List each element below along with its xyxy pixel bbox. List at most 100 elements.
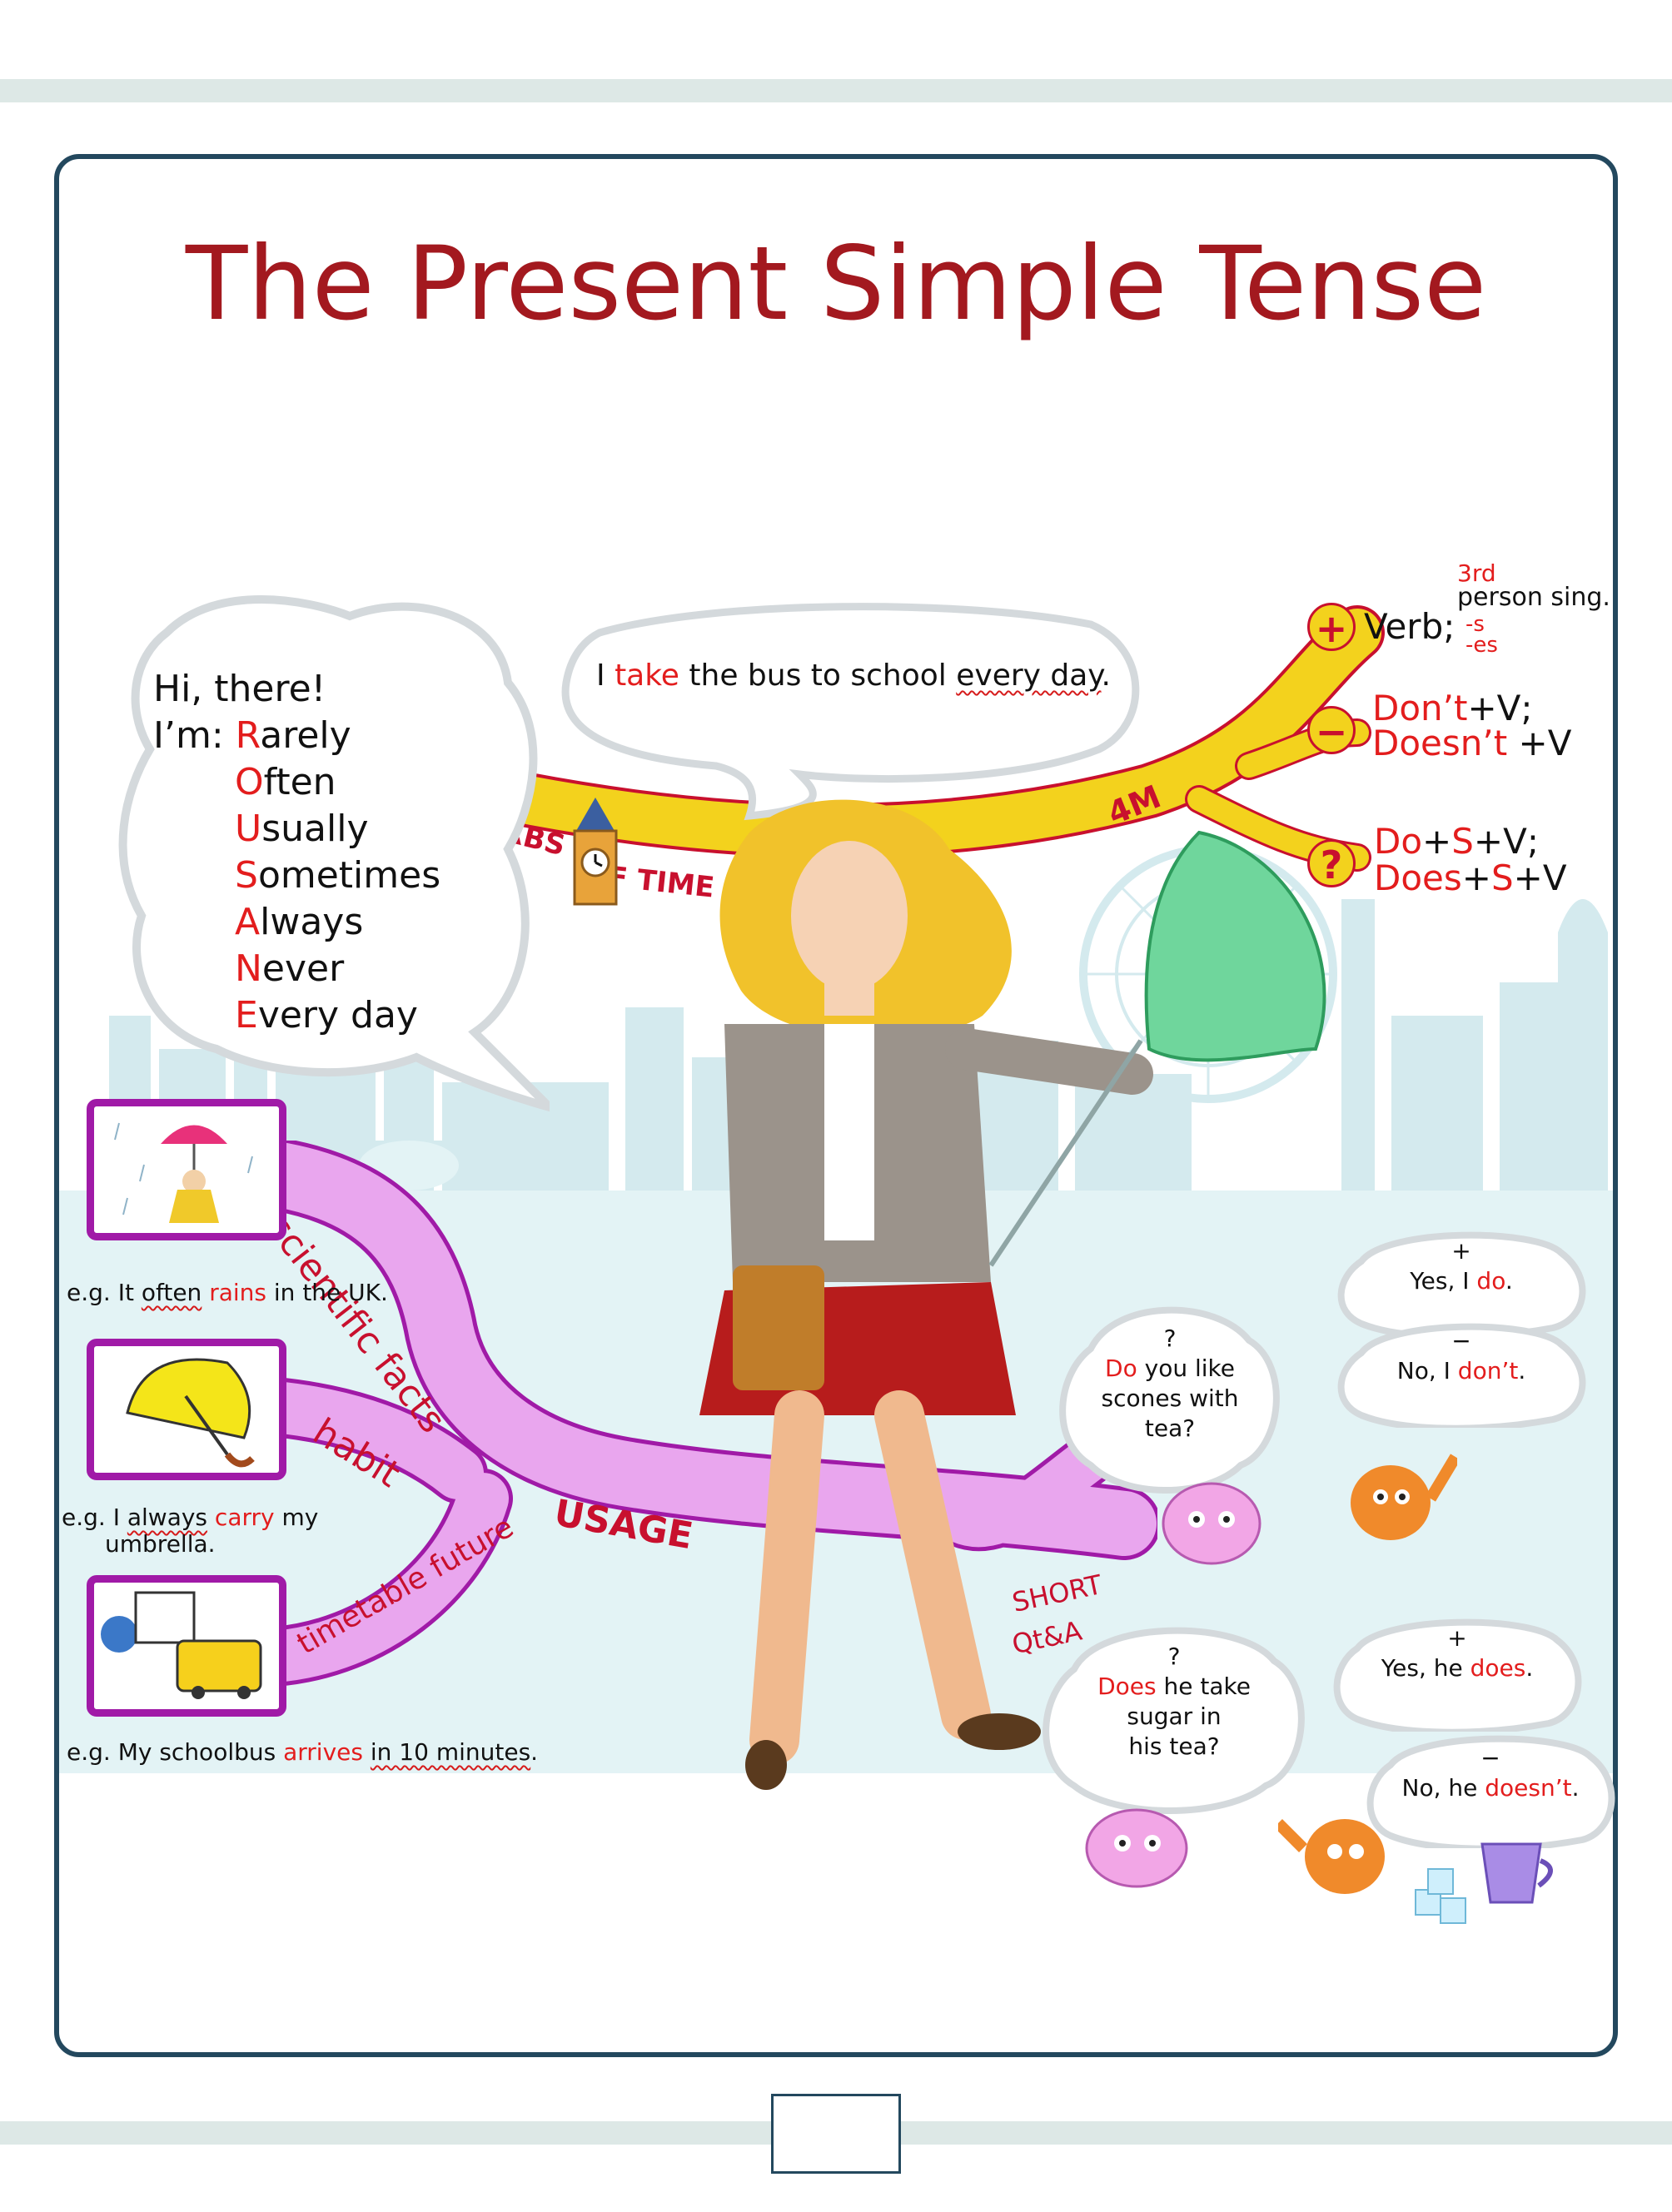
greeting-line2: I’m: Rarely: [153, 713, 440, 759]
negative-rest: +V: [1507, 723, 1572, 763]
answer-text: No, I: [1396, 1357, 1458, 1384]
adverb-always: Always: [153, 899, 440, 946]
clock-tower-icon: [573, 798, 618, 906]
eg-verb: rains: [209, 1279, 266, 1306]
adverb-rest: ften: [263, 761, 336, 803]
q2-line2: sugar in: [1127, 1702, 1222, 1730]
adverb-cap: E: [235, 994, 258, 1036]
q1-line3: tea?: [1144, 1414, 1196, 1442]
plus-icon: +: [1447, 1624, 1467, 1652]
example-habit: e.g. I always carry my: [62, 1504, 318, 1531]
speech-bubble-text: I take the bus to school every day.: [596, 653, 1111, 699]
example-timetable: e.g. My schoolbus arrives in 10 minutes.: [67, 1738, 538, 1766]
q1-line2: scones with: [1101, 1384, 1239, 1412]
answer-text: .: [1518, 1357, 1526, 1384]
purple-cup-icon: [1480, 1842, 1553, 1904]
answer-cloud-no-2: [1366, 1735, 1615, 1848]
a2-pos-line: Yes, he does.: [1332, 1653, 1582, 1683]
q-rest: +V;: [1473, 821, 1539, 862]
adverb-cap: S: [235, 854, 258, 897]
answer-cloud-no-1: [1337, 1323, 1586, 1428]
a2-neg-line: No, he doesn’t.: [1366, 1773, 1615, 1803]
q1-aux: Do: [1105, 1355, 1137, 1382]
eg-adverb: often: [141, 1279, 202, 1306]
adverb-rest: very day: [257, 994, 418, 1036]
eg-adverb: in 10 minutes: [370, 1738, 531, 1766]
speech-text: the bus to school: [679, 659, 957, 693]
answer-aux: does: [1470, 1654, 1526, 1682]
bus-calendar-icon: [101, 1591, 262, 1699]
q-plus: +: [1461, 857, 1491, 898]
question-symbol: ?: [1307, 839, 1356, 887]
orange-teapot-icon: [1351, 1454, 1457, 1540]
question-line1: Do+S+V;: [1374, 821, 1539, 862]
question-1: ? Do you like scones with tea?: [1057, 1324, 1282, 1444]
q-plus: +: [1422, 821, 1452, 862]
question-cloud-1: [1059, 1306, 1280, 1494]
umbrella-girl-icon: [114, 1122, 253, 1223]
answer-text: Yes, he: [1381, 1654, 1470, 1682]
adverb-rest: sually: [261, 808, 369, 850]
question-mark-icon: ?: [1167, 1643, 1181, 1670]
top-band: [0, 79, 1672, 102]
positive-verb: Verb;: [1364, 606, 1456, 647]
pink-teapot-icon-2: [1085, 1808, 1188, 1888]
adverb-cap: A: [235, 901, 261, 943]
negative-rest: +V;: [1467, 688, 1533, 728]
negative-doesnt: Doesn’t: [1372, 723, 1508, 763]
q2-line1: Does he take: [1041, 1672, 1307, 1702]
eg-space: [363, 1738, 371, 1766]
q2-aux: Does: [1097, 1673, 1157, 1700]
negative-symbol: −: [1307, 706, 1356, 754]
adverb-rarely-rest: arely: [260, 714, 351, 757]
answer-cloud-yes-2: [1333, 1618, 1582, 1732]
adverb-rest: ometimes: [257, 854, 441, 897]
eg-adverb: always: [127, 1504, 208, 1531]
umbrella-thumbnail: [87, 1339, 286, 1480]
page-title: The Present Simple Tense: [185, 225, 1487, 343]
speech-verb: take: [615, 659, 679, 693]
pink-teapot-icon: [1162, 1482, 1261, 1565]
question-cloud-2: [1043, 1627, 1305, 1814]
negative-dont: Don’t: [1372, 688, 1468, 728]
question-mark-icon: ?: [1163, 1325, 1177, 1352]
answer-no-2: − No, he doesn’t.: [1366, 1743, 1615, 1803]
question-line2: Does+S+V: [1374, 857, 1567, 899]
adverb-often: Often: [153, 759, 440, 806]
eg-space: [207, 1504, 215, 1531]
eg-text: in the UK.: [266, 1279, 388, 1306]
answer-aux: do: [1476, 1267, 1505, 1295]
eg-verb: arrives: [283, 1738, 363, 1766]
suffix-s: -s: [1465, 612, 1485, 637]
girl-with-umbrella-illustration: [699, 799, 1326, 1790]
answer-cloud-yes-1: [1337, 1231, 1586, 1336]
schoolbus-thumbnail: [87, 1575, 286, 1717]
positive-symbol: +: [1307, 603, 1356, 651]
q-subject: S: [1490, 857, 1514, 898]
answer-text: .: [1525, 1654, 1534, 1682]
adverb-cap: U: [235, 808, 262, 850]
answer-aux: don’t: [1457, 1357, 1519, 1384]
greeting-line1: Hi, there!: [153, 668, 326, 710]
adverb-sometimes: Sometimes: [153, 852, 440, 899]
q2-line3: his tea?: [1128, 1732, 1220, 1760]
answer-yes-1: + Yes, I do.: [1336, 1236, 1586, 1296]
eg-text: e.g. My schoolbus: [67, 1738, 284, 1766]
q-aux: Does: [1374, 857, 1462, 898]
greeting-prefix: I’m:: [153, 714, 236, 757]
question-2: ? Does he take sugar in his tea?: [1041, 1642, 1307, 1762]
negative-line1: Don’t+V;: [1372, 688, 1533, 729]
speech-text: I: [596, 659, 615, 693]
suffix-es: -es: [1465, 633, 1498, 658]
adverb-rest: ever: [261, 947, 345, 990]
a1-pos-line: Yes, I do.: [1336, 1266, 1586, 1296]
q1-line1: Do you like: [1057, 1354, 1282, 1384]
answer-text: No, he: [1401, 1774, 1485, 1802]
answer-aux: doesn’t: [1485, 1774, 1572, 1802]
speech-text: .: [1101, 659, 1111, 693]
umbrella-icon: [126, 1358, 255, 1468]
adverb-rest: lways: [260, 901, 364, 943]
minus-icon: −: [1451, 1327, 1471, 1355]
plus-icon: +: [1451, 1237, 1471, 1265]
q-aux: Do: [1374, 821, 1423, 862]
